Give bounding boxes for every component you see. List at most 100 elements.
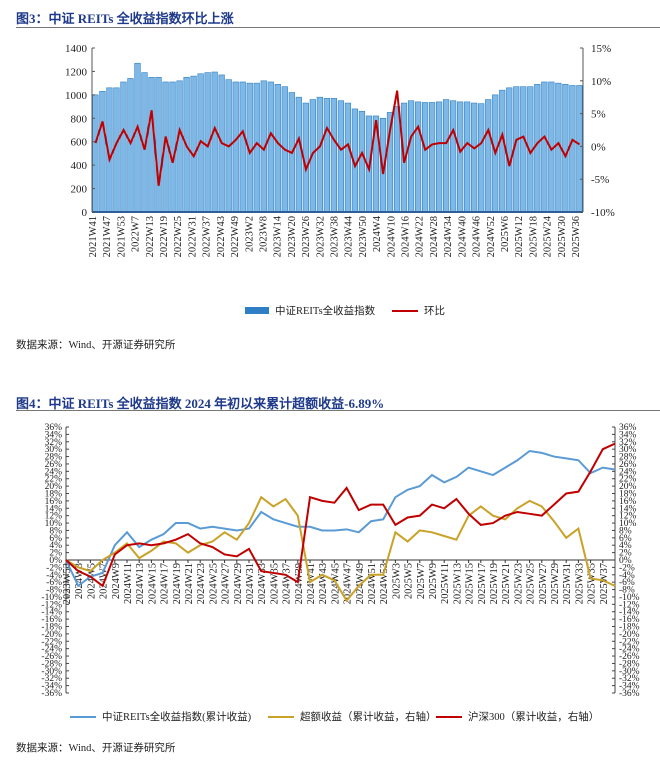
- y-tick-label-left: 30%: [45, 445, 63, 455]
- bar: [295, 96, 302, 213]
- y-tick-label-right: -12%: [619, 600, 640, 610]
- excess-return-line: [65, 495, 616, 603]
- chart1-legend-item-change: 环比: [392, 303, 445, 318]
- y-tick-label-left: 22%: [45, 475, 63, 485]
- bar: [428, 102, 436, 213]
- x-tick-label: 2024W21: [184, 563, 195, 604]
- x-tick-label: 2025W33: [574, 563, 585, 604]
- x-tick-label: 2025W31: [562, 563, 573, 604]
- y-tick-label-left: -32%: [41, 674, 62, 684]
- bar: [323, 98, 330, 213]
- y-tick-label-right: 10%: [591, 76, 611, 88]
- x-tick-label: 2024W27: [221, 563, 232, 604]
- bar: [506, 87, 513, 213]
- bar: [330, 98, 338, 213]
- y-tick-label-right: 14%: [619, 504, 637, 514]
- y-tick-label-left: 14%: [45, 504, 63, 514]
- bar: [471, 102, 478, 213]
- y-tick-label-left: -36%: [41, 689, 62, 699]
- y-tick-label-right: -18%: [619, 623, 640, 633]
- chart1-title: 图3：中证 REITs 全收益指数环比上涨: [16, 11, 234, 26]
- x-tick-label: 2024W43: [318, 563, 329, 604]
- y-tick-label-right: 16%: [619, 497, 637, 507]
- bar: [267, 81, 274, 213]
- y-tick-label-left: -10%: [41, 593, 62, 603]
- x-tick-label: 2025W30: [557, 216, 568, 257]
- y-tick-label-left: 12%: [45, 512, 63, 522]
- y-tick-label-left: -4%: [46, 571, 62, 581]
- x-tick-label: 2024W35: [269, 563, 280, 604]
- x-tick-label: 2025W36: [571, 216, 582, 257]
- chart1-title-rule: [16, 27, 660, 28]
- x-tick-label: 2025W6: [500, 216, 511, 252]
- x-tick-label: 2021W41: [88, 216, 99, 257]
- legend-label: 中证REITs全收益指数(累计收益): [102, 712, 252, 723]
- y-tick-label-left: 0: [82, 207, 88, 219]
- x-tick-label: 2023W20: [287, 216, 298, 257]
- x-tick-label: 2024W5: [86, 563, 97, 599]
- x-tick-label: 2024W31: [245, 563, 256, 604]
- y-tick-label-right: -8%: [619, 586, 635, 596]
- x-tick-label: 2024W53: [379, 563, 390, 604]
- x-tick-label: 2022W7: [131, 216, 142, 252]
- y-tick-label-left: -2%: [46, 563, 62, 573]
- y-tick-label-left: -26%: [41, 652, 62, 662]
- y-tick-label-right: 2%: [619, 549, 632, 559]
- bar: [464, 101, 471, 213]
- y-tick-label-right: 0%: [591, 141, 606, 153]
- y-tick-label-left: 6%: [49, 534, 62, 544]
- bar: [134, 62, 141, 213]
- x-tick-label: 2024W41: [306, 563, 317, 604]
- bar: [576, 85, 583, 213]
- bar: [414, 101, 422, 213]
- bar: [211, 71, 218, 213]
- bar: [499, 89, 506, 213]
- x-tick-label: 2024W10: [386, 216, 397, 257]
- x-tick-label: 2024W25: [208, 563, 219, 604]
- x-tick-label: 2025W37: [599, 563, 610, 604]
- bar: [541, 81, 548, 213]
- x-tick-label: 2024W29: [233, 563, 244, 604]
- y-tick-label-left: 36%: [45, 423, 63, 433]
- bar: [520, 86, 527, 213]
- x-tick-label: 2025W24: [543, 215, 554, 257]
- y-tick-label-right: 4%: [619, 541, 632, 551]
- x-tick-label: 2025W11: [440, 563, 451, 604]
- x-tick-label: 2024W52: [486, 216, 497, 257]
- bar: [155, 76, 162, 213]
- x-tick-label: 2024W28: [429, 216, 440, 257]
- x-tick-label: 2024W39: [294, 563, 305, 604]
- x-tick-label: 2024W22: [415, 216, 426, 257]
- x-tick-label: 2025W27: [538, 563, 549, 604]
- y-tick-label-left: 34%: [45, 430, 63, 440]
- x-tick-label: 2024W23: [196, 563, 207, 604]
- bar: [562, 84, 569, 213]
- y-tick-label-left: 400: [71, 160, 88, 172]
- y-tick-label-right: -36%: [619, 689, 640, 699]
- bar: [127, 78, 134, 213]
- x-tick-label: 2023W8: [258, 216, 269, 252]
- y-tick-label-right: -5%: [591, 174, 609, 186]
- x-tick-label: 2025W15: [465, 563, 476, 604]
- y-tick-label-left: 1000: [65, 90, 88, 102]
- bar: [407, 100, 415, 213]
- y-tick-label-right: 15%: [591, 43, 611, 55]
- legend-label: 环比: [424, 306, 445, 317]
- x-tick-label: 2024W4: [372, 215, 383, 252]
- bar: [457, 101, 464, 213]
- x-tick-label: 2025W12: [514, 216, 525, 257]
- y-tick-label-right: 5%: [591, 109, 606, 121]
- x-tick-label: 2021W53: [116, 216, 127, 257]
- chart2-title-rule: [16, 410, 660, 411]
- x-tick-label: 2025W9: [428, 563, 439, 599]
- x-tick-label: 2024W3: [74, 563, 85, 599]
- chart2-title: 图4：中证 REITs 全收益指数 2024 年初以来累计超额收益-6.89%: [16, 396, 385, 411]
- y-tick-label-left: -28%: [41, 659, 62, 669]
- chart1-legend-item-index: 中证REITs全收益指数: [245, 303, 375, 318]
- bar: [450, 100, 457, 213]
- y-tick-label-right: -10%: [619, 593, 640, 603]
- bar: [393, 106, 401, 213]
- y-tick-label-right: 10%: [619, 519, 637, 529]
- x-tick-label: 2024W13: [135, 563, 146, 604]
- x-tick-label: 2025W29: [550, 563, 561, 604]
